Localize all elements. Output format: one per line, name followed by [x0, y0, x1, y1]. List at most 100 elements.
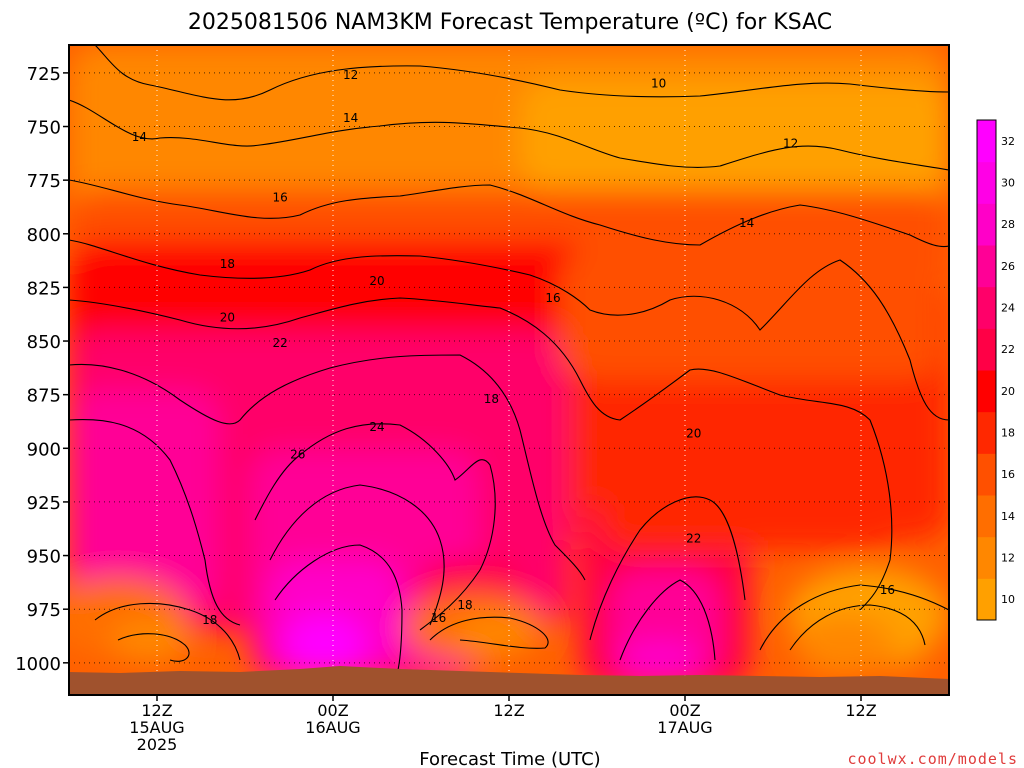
colorbar-tick-label: 30	[1001, 177, 1015, 190]
contour-label: 18	[484, 392, 499, 406]
contour-line	[69, 179, 949, 248]
chart-title: 2025081506 NAM3KM Forecast Temperature (…	[188, 10, 832, 35]
colorbar-tick-label: 20	[1001, 385, 1015, 398]
y-tick-label: 800	[27, 225, 61, 246]
colorbar-tick-label: 28	[1001, 218, 1015, 231]
contour-line	[789, 604, 926, 651]
field-region	[69, 390, 219, 610]
colorbar: 10 12 14 16 18 20 22 24 26 28 30 32	[976, 119, 1015, 621]
y-tick-label: 850	[27, 332, 61, 353]
field-region	[795, 615, 895, 675]
colorbar-swatch	[977, 203, 996, 246]
colorbar-swatch	[977, 328, 996, 371]
contour-line	[94, 602, 241, 661]
temperature-field	[69, 45, 949, 690]
contour-label: 14	[343, 111, 358, 125]
field-region	[285, 615, 365, 675]
x-tick-label: 17AUG	[657, 718, 712, 737]
contour-line	[759, 584, 949, 651]
colorbar-frame	[976, 119, 997, 621]
contour-label: 14	[132, 130, 147, 144]
y-tick-label: 750	[27, 118, 61, 139]
colorbar-tick-label: 16	[1001, 468, 1015, 481]
x-tick-label: 16AUG	[305, 718, 360, 737]
y-tick-label: 900	[27, 439, 61, 460]
colorbar-swatch	[977, 120, 996, 163]
contour-line	[117, 633, 190, 662]
contour-label: 12	[343, 68, 358, 82]
colorbar-tick-label: 10	[1001, 593, 1015, 606]
contour-line	[254, 423, 496, 631]
colorbar-swatch	[977, 370, 996, 413]
colorbar-swatch	[977, 495, 996, 538]
contour-label: 16	[431, 611, 446, 625]
contour-label: 18	[457, 598, 472, 612]
x-tick-label: 15AUG	[129, 718, 184, 737]
contour-label: 20	[220, 310, 235, 324]
isotherm-contours	[69, 45, 949, 671]
y-tick-label: 925	[27, 493, 61, 514]
x-tick-label: 12Z	[493, 701, 524, 720]
contour-line	[619, 579, 716, 661]
colorbar-swatch	[977, 536, 996, 579]
contour-line	[274, 544, 403, 671]
y-tick-label: 950	[27, 547, 61, 568]
field-region	[600, 430, 900, 550]
y-axis: 725 750 775 800 825 850 875 900 925 950 975 1000	[15, 64, 69, 675]
x-tick-label: 2025	[137, 735, 178, 754]
contour-line	[69, 354, 586, 581]
ground-terrain	[69, 666, 949, 695]
credit-text: coolwx.com/models	[847, 750, 1018, 768]
colorbar-tick-label: 26	[1001, 260, 1015, 273]
contour-label: 16	[273, 190, 288, 204]
colorbar-tick-label: 14	[1001, 510, 1015, 523]
y-tick-label: 775	[27, 171, 61, 192]
contour-line	[69, 418, 241, 626]
contour-line	[69, 99, 949, 171]
contour-label: 10	[651, 77, 666, 91]
colorbar-tick-label: 22	[1001, 343, 1015, 356]
colorbar-swatch	[977, 411, 996, 454]
field-region	[110, 618, 190, 662]
contour-line	[589, 496, 746, 641]
x-tick-label: 12Z	[845, 701, 876, 720]
contour-label: 16	[880, 583, 895, 597]
y-tick-label: 975	[27, 600, 61, 621]
colorbar-tick-label: 12	[1001, 552, 1015, 565]
colorbar-swatch	[977, 161, 996, 204]
contour-label: 22	[273, 336, 288, 350]
y-tick-label: 825	[27, 278, 61, 299]
contour-label: 16	[545, 291, 560, 305]
contour-line	[69, 297, 893, 611]
contour-label: 18	[220, 257, 235, 271]
colorbar-swatch	[977, 245, 996, 288]
contour-label: 22	[686, 531, 701, 545]
contour-label: 18	[202, 613, 217, 627]
colorbar-tick-label: 32	[1001, 135, 1015, 148]
y-tick-label: 875	[27, 386, 61, 407]
x-tick-label: 00Z	[669, 701, 700, 720]
colorbar-tick-label: 18	[1001, 427, 1015, 440]
contour-line	[69, 239, 949, 421]
y-tick-label: 1000	[15, 654, 61, 675]
contour-line	[429, 616, 549, 649]
colorbar-tick-label: 24	[1001, 302, 1015, 315]
contour-label: 14	[739, 216, 754, 230]
field-region	[456, 614, 536, 654]
field-region	[520, 80, 949, 190]
contour-label: 12	[783, 137, 798, 151]
contour-label: 20	[369, 274, 384, 288]
field-region	[620, 640, 700, 680]
x-axis-title: Forecast Time (UTC)	[419, 749, 600, 768]
field-region	[560, 250, 940, 380]
y-tick-label: 725	[27, 64, 61, 85]
grid-lines	[69, 45, 949, 695]
colorbar-swatch	[977, 286, 996, 329]
contour-line	[94, 45, 949, 101]
x-tick-label: 12Z	[141, 701, 172, 720]
colorbar-swatch	[977, 578, 996, 621]
contour-label: 26	[290, 448, 305, 462]
x-tick-label: 00Z	[317, 701, 348, 720]
